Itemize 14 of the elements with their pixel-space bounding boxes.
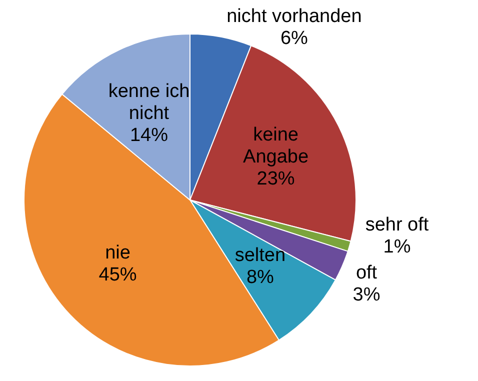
data-label: 8% (246, 266, 274, 288)
slice-label: nie (105, 242, 130, 264)
slice-label: sehr oft (365, 214, 430, 236)
data-label: 14% (130, 124, 168, 146)
data-label: 6% (280, 28, 308, 50)
slice-label: selten (234, 244, 286, 266)
data-label: 3% (352, 284, 380, 306)
slice-label: nicht vorhanden (226, 6, 362, 28)
slice-label: kenne ich nicht (108, 80, 190, 124)
slice-label: oft (356, 262, 378, 284)
data-label: 1% (383, 236, 411, 258)
data-label: 45% (98, 264, 137, 286)
slice-label: keine Angabe (243, 124, 309, 168)
data-label: 23% (256, 168, 295, 190)
